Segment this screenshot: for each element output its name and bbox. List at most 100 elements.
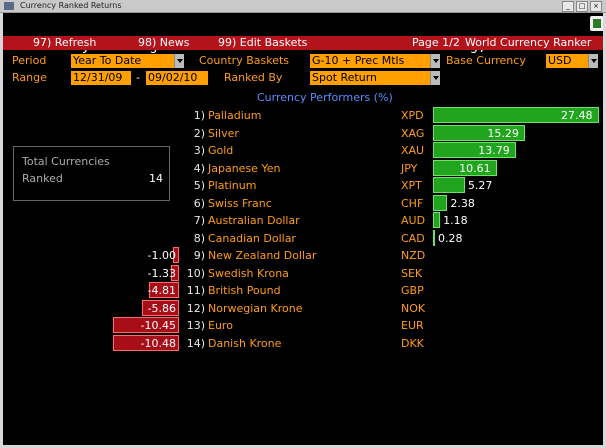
row-rank: 2) [193, 126, 205, 140]
command-line[interactable]: Modify ranking criteria and hit <GO> for… [3, 13, 603, 54]
ranked-by-select[interactable]: Spot Return [310, 71, 430, 85]
positive-return-bar [433, 229, 435, 246]
row-currency-name[interactable]: Norwegian Krone [208, 301, 303, 315]
row-currency-code: SEK [401, 266, 423, 280]
row-value: 0.28 [438, 231, 463, 245]
range-label: Range [12, 71, 47, 84]
row-rank: 13) [186, 319, 205, 332]
go-button-icon[interactable] [590, 16, 603, 31]
summary-label-line1: Total Currencies [22, 155, 110, 168]
row-rank: 1) [193, 109, 205, 122]
positive-return-bar [433, 212, 441, 228]
row-value: -4.81 [147, 284, 176, 297]
list-item[interactable]: 12) Norwegian Krone NOK -5.86 [3, 299, 603, 317]
menu-bar: 97) Refresh 98) News 99) Edit Baskets Pa… [3, 36, 603, 50]
row-currency-name[interactable]: Canadian Dollar [208, 231, 296, 245]
list-item[interactable]: 4) Japanese Yen JPY 10.61 [3, 159, 603, 177]
row-currency-name[interactable]: British Pound [208, 284, 281, 297]
positive-return-bar [433, 124, 526, 141]
row-value: -5.86 [147, 301, 176, 315]
negative-return-bar [170, 264, 179, 281]
period-label: Period [12, 54, 47, 67]
row-currency-code: NZD [401, 249, 426, 262]
row-rank: 4) [193, 161, 205, 175]
positive-return-bar [433, 177, 465, 193]
close-icon[interactable]: × [590, 1, 602, 12]
app-title: World Currency Ranker [465, 36, 592, 49]
base-currency-label: Base Currency [446, 54, 526, 67]
range-end-value: 09/02/10 [148, 71, 198, 84]
row-currency-name[interactable]: Danish Krone [208, 336, 282, 350]
news-button[interactable]: 98) News [138, 36, 190, 49]
country-baskets-dropdown-icon[interactable] [430, 54, 440, 68]
list-item[interactable]: 7) Australian Dollar AUD 1.18 [3, 212, 603, 229]
list-item[interactable]: 3) Gold XAU 13.79 [3, 142, 603, 159]
summary-box: Total Currencies Ranked 14 [13, 146, 170, 201]
row-currency-name[interactable]: Swedish Krona [208, 266, 289, 280]
performers-header: Currency Performers (%) [257, 91, 393, 104]
list-item[interactable]: 5) Platinum XPT 5.27 [3, 177, 603, 194]
maximize-icon[interactable]: □ [576, 1, 588, 12]
minimize-icon[interactable]: _ [562, 1, 574, 12]
country-baskets-value: G-10 + Prec Mtls [312, 54, 405, 67]
row-currency-code: XAU [401, 144, 425, 157]
country-baskets-label: Country Baskets [199, 54, 290, 67]
row-currency-code: JPY [401, 161, 418, 175]
row-currency-code: AUD [401, 214, 426, 227]
row-currency-code: NOK [401, 301, 426, 315]
row-currency-name[interactable]: Gold [208, 144, 234, 157]
country-baskets-select[interactable]: G-10 + Prec Mtls [310, 54, 430, 68]
row-value: -1.33 [147, 266, 176, 280]
row-currency-code: CHF [401, 196, 424, 210]
positive-return-bar [433, 142, 517, 158]
row-currency-code: EUR [401, 319, 424, 332]
period-select[interactable]: Year To Date [71, 54, 174, 68]
ranked-by-value: Spot Return [312, 71, 378, 84]
row-currency-code: XPD [401, 109, 424, 122]
row-value: -10.48 [140, 336, 176, 350]
row-currency-name[interactable]: Swiss Franc [208, 196, 272, 210]
range-start-value: 12/31/09 [73, 71, 123, 84]
list-item[interactable]: 8) Canadian Dollar CAD 0.28 [3, 229, 603, 247]
list-item[interactable]: 11) British Pound GBP -4.81 [3, 282, 603, 299]
positive-return-bar [433, 159, 498, 176]
list-item[interactable]: 13) Euro EUR -10.45 [3, 317, 603, 334]
refresh-button[interactable]: 97) Refresh [33, 36, 97, 49]
base-currency-select[interactable]: USD [546, 54, 588, 68]
range-end-field[interactable]: 09/02/10 [146, 71, 208, 85]
row-currency-name[interactable]: Silver [208, 126, 239, 140]
list-item[interactable]: 10) Swedish Krona SEK -1.33 [3, 264, 603, 282]
negative-return-bar [148, 282, 179, 298]
row-value: -10.45 [140, 319, 176, 332]
row-value: 5.27 [467, 179, 493, 192]
row-currency-code: DKK [401, 336, 424, 350]
list-item[interactable]: 1) Palladium XPD 27.48 [3, 107, 603, 124]
edit-baskets-button[interactable]: 99) Edit Baskets [218, 36, 308, 49]
negative-return-bar [142, 299, 179, 316]
row-rank: 5) [193, 179, 205, 192]
row-rank: 3) [193, 144, 205, 157]
row-currency-name[interactable]: Platinum [208, 179, 257, 192]
row-rank: 11) [186, 284, 205, 297]
row-currency-name[interactable]: Japanese Yen [208, 161, 281, 175]
list-item[interactable]: 9) New Zealand Dollar NZD -1.00 [3, 247, 603, 264]
row-currency-name[interactable]: Australian Dollar [208, 214, 300, 227]
ranked-by-dropdown-icon[interactable] [430, 71, 440, 85]
row-value: 2.38 [450, 196, 475, 210]
row-rank: 12) [186, 301, 205, 315]
row-currency-name[interactable]: Euro [208, 319, 233, 332]
row-currency-name[interactable]: Palladium [208, 109, 262, 122]
row-value: 15.29 [487, 126, 519, 140]
summary-count: 14 [149, 172, 163, 185]
list-item[interactable]: 2) Silver XAG 15.29 [3, 124, 603, 142]
range-separator: - [136, 71, 140, 84]
period-dropdown-icon[interactable] [174, 54, 184, 68]
base-currency-dropdown-icon[interactable] [588, 54, 598, 68]
row-currency-name[interactable]: New Zealand Dollar [208, 249, 317, 262]
list-item[interactable]: 14) Danish Krone DKK -10.48 [3, 334, 603, 352]
ranked-by-label: Ranked By [224, 71, 283, 84]
positive-return-bar [433, 107, 599, 123]
list-item[interactable]: 6) Swiss Franc CHF 2.38 [3, 194, 603, 212]
negative-return-bar [113, 334, 179, 351]
range-start-field[interactable]: 12/31/09 [71, 71, 131, 85]
